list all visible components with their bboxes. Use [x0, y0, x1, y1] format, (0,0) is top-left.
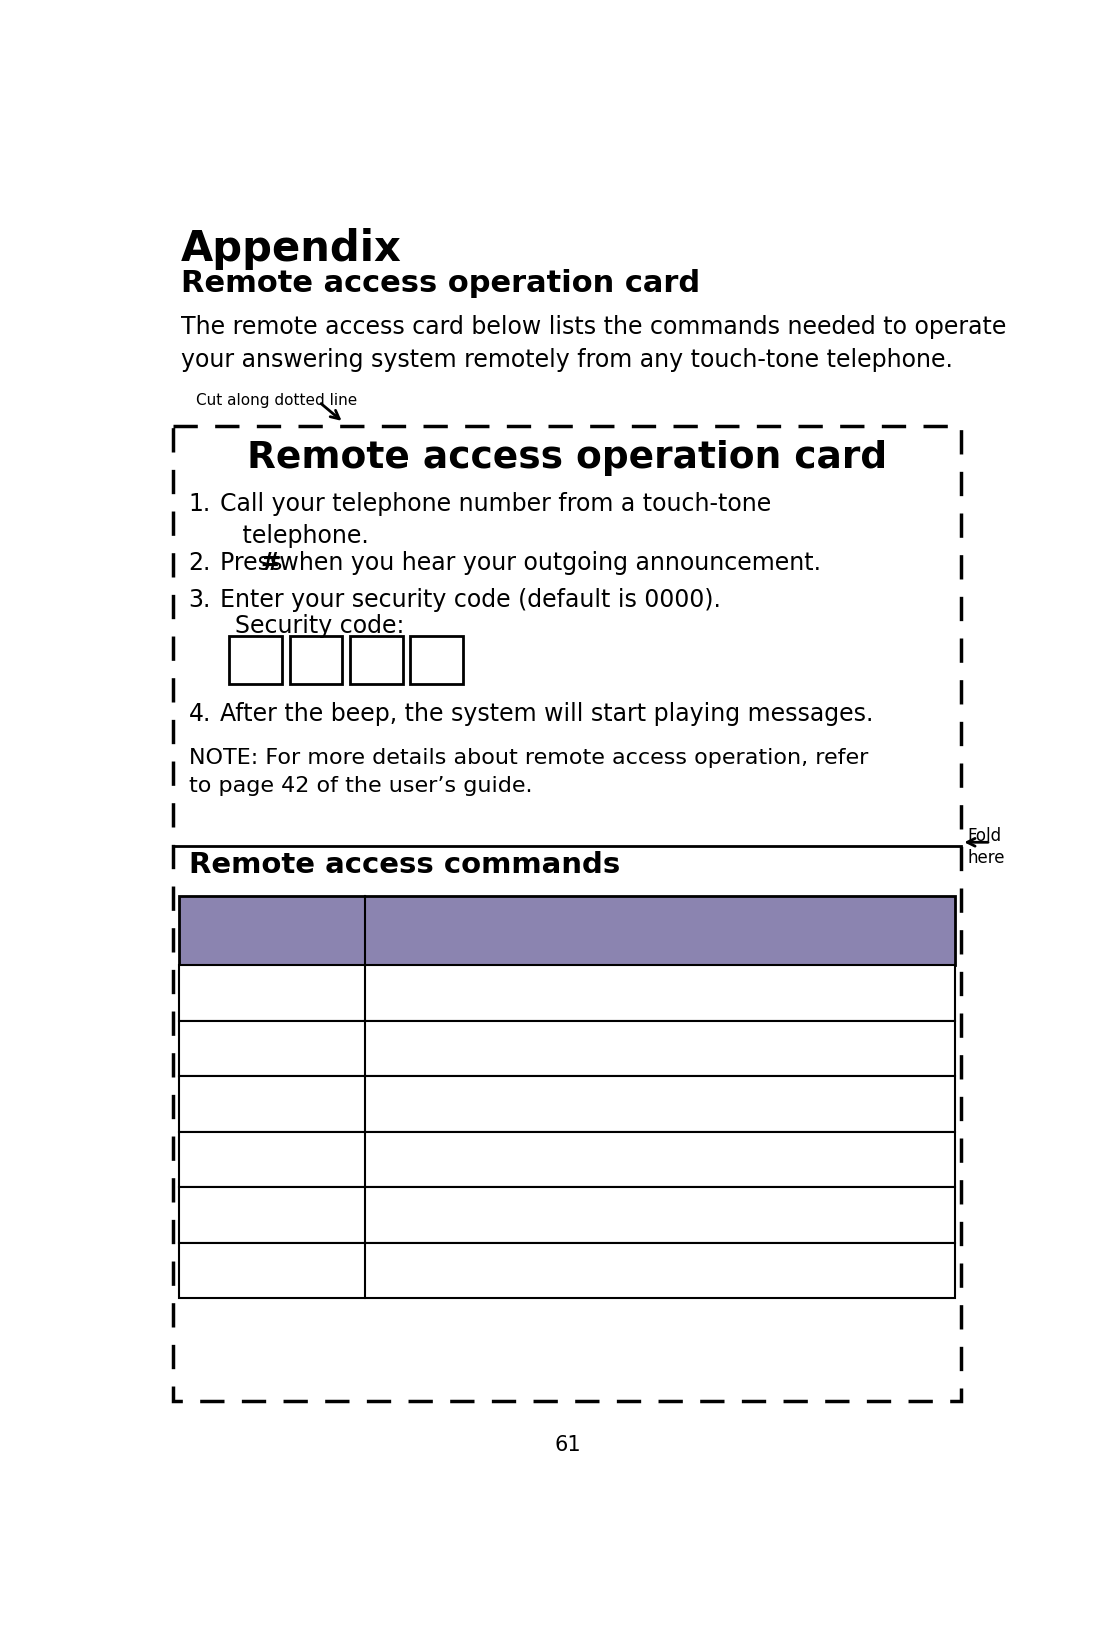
- Text: After the beep, the system will start playing messages.: After the beep, the system will start pl…: [220, 702, 873, 727]
- Text: Touch-
tone keys: Touch- tone keys: [208, 904, 337, 958]
- Text: Replay the current or previous message.: Replay the current or previous message.: [380, 981, 860, 1005]
- Text: Call your telephone number from a touch-tone
   telephone.: Call your telephone number from a touch-…: [220, 492, 770, 549]
- Text: 1: 1: [263, 981, 281, 1005]
- Text: 3.: 3.: [189, 588, 211, 613]
- Polygon shape: [179, 1188, 955, 1243]
- Text: Remote access commands: Remote access commands: [189, 850, 620, 878]
- Text: 7: 7: [263, 1202, 281, 1227]
- Text: 3: 3: [263, 1091, 281, 1116]
- Text: 2: 2: [263, 1036, 281, 1060]
- Text: 1.: 1.: [189, 492, 211, 516]
- Text: Play/stop messages.: Play/stop messages.: [380, 1036, 621, 1060]
- Text: Remote command: Remote command: [540, 919, 780, 943]
- Text: Cut along dotted line: Cut along dotted line: [197, 393, 358, 407]
- Text: Remote access operation card: Remote access operation card: [247, 440, 888, 476]
- Text: Security code:: Security code:: [236, 614, 405, 637]
- Polygon shape: [179, 1132, 955, 1188]
- Polygon shape: [179, 1243, 955, 1298]
- Text: Press: Press: [220, 551, 290, 575]
- Text: Delete the current message.: Delete the current message.: [380, 1258, 717, 1282]
- Text: Turn the answering system on or off.: Turn the answering system on or off.: [380, 1147, 811, 1171]
- Text: 2.: 2.: [189, 551, 211, 575]
- Text: 0: 0: [263, 1258, 281, 1282]
- Text: 4: 4: [263, 1147, 281, 1171]
- Text: Skip to the next message.: Skip to the next message.: [380, 1091, 689, 1116]
- Text: Enter your security code (default is 0000).: Enter your security code (default is 000…: [220, 588, 721, 613]
- Text: Remote access operation card: Remote access operation card: [182, 269, 700, 298]
- Text: Fold
here: Fold here: [968, 828, 1005, 867]
- Text: 4.: 4.: [189, 702, 211, 727]
- Text: when you hear your outgoing announcement.: when you hear your outgoing announcement…: [271, 551, 820, 575]
- Text: The remote access card below lists the commands needed to operate
your answering: The remote access card below lists the c…: [182, 314, 1006, 373]
- Text: NOTE: For more details about remote access operation, refer
to page 42 of the us: NOTE: For more details about remote acce…: [189, 748, 868, 797]
- Polygon shape: [179, 1077, 955, 1132]
- Text: Appendix: Appendix: [182, 228, 402, 270]
- Polygon shape: [179, 966, 955, 1021]
- Text: Listen to the main menu.: Listen to the main menu.: [380, 1202, 677, 1227]
- Polygon shape: [179, 1021, 955, 1077]
- Text: 61: 61: [554, 1435, 581, 1455]
- Text: #: #: [260, 551, 280, 575]
- Polygon shape: [179, 896, 955, 966]
